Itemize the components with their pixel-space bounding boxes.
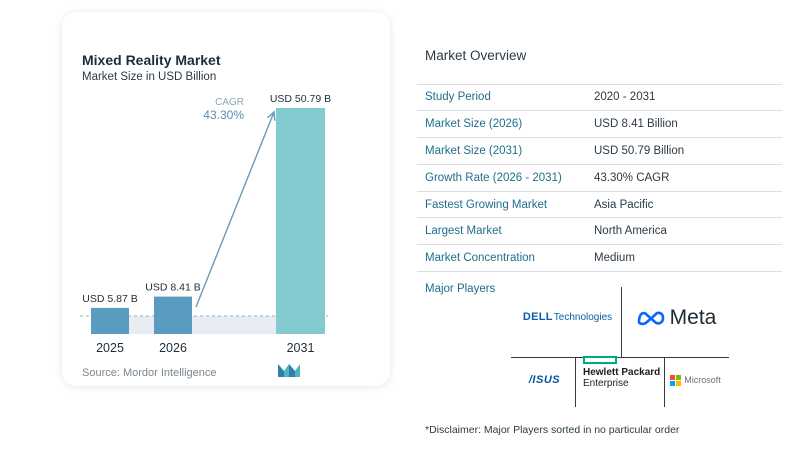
chart-title: Mixed Reality Market [82,52,221,68]
major-players-title: Major Players [425,283,496,295]
dell-brand: DELL [522,311,553,323]
meta-wordmark: Meta [669,306,717,329]
bar-2031 [276,108,325,334]
bar-2025 [91,307,129,334]
overview-row-fastest-growing: Fastest Growing Market Asia Pacific [417,192,782,219]
meta-logo: Meta [630,304,722,332]
microsoft-logo: Microsoft [668,373,723,387]
meta-infinity-icon [637,311,664,326]
chart-baseline-band [91,316,317,334]
overview-label: Fastest Growing Market [425,198,548,211]
cagr-arrow [195,112,274,308]
overview-label: Market Concentration [425,252,535,265]
overview-title: Market Overview [425,48,527,63]
overview-value: USD 8.41 Billion [594,117,678,130]
microsoft-wordmark: Microsoft [684,375,721,385]
hpe-logo: Hewlett Packard Enterprise [577,352,663,392]
x-tick-label-2031: 2031 [287,341,315,355]
microsoft-squares-icon [670,374,682,386]
overview-row-market-size-2026: Market Size (2026) USD 8.41 Billion [417,111,782,138]
bar-value-label-2025: USD 5.87 B [82,293,137,305]
player-grid-vline-right [664,357,665,407]
overview-label: Study Period [425,91,491,104]
hpe-line2: Enterprise [583,377,629,389]
player-grid-vline-left [575,357,576,407]
x-tick-label-2026: 2026 [159,341,187,355]
cagr-value: 43.30% [203,108,244,122]
source-text: Source: Mordor Intelligence [82,367,217,379]
overview-value: 2020 - 2031 [594,91,656,104]
overview-label: Market Size (2026) [425,117,523,130]
overview-value: Medium [594,252,635,265]
overview-label: Growth Rate (2026 - 2031) [425,171,562,184]
asus-logo: /ISUS [522,371,567,389]
player-grid-hline [511,357,729,358]
asus-wordmark: /ISUS [528,374,561,386]
dell-suffix: Technologies [553,311,613,323]
overview-value: 43.30% CAGR [594,171,670,184]
overview-label: Market Size (2031) [425,144,523,157]
cagr-label: CAGR [215,97,244,108]
bar-value-label-2031: USD 50.79 B [270,93,331,105]
bar-value-label-2026: USD 8.41 B [145,282,200,294]
overview-label: Largest Market [425,225,502,238]
hpe-green-bar-icon [583,355,617,364]
bar-2026 [154,296,192,334]
hpe-line1: Hewlett Packard [583,366,661,378]
chart-subtitle: Market Size in USD Billion [82,71,217,83]
overview-row-concentration: Market Concentration Medium [417,245,782,273]
mordor-intelligence-logo-icon [278,364,300,377]
overview-value: USD 50.79 Billion [594,144,685,157]
overview-row-market-size-2031: Market Size (2031) USD 50.79 Billion [417,138,782,165]
overview-row-growth-rate: Growth Rate (2026 - 2031) 43.30% CAGR [417,165,782,192]
overview-value: North America [594,225,667,238]
dell-technologies-logo: DELL Technologies [520,308,615,326]
overview-row-largest-market: Largest Market North America [417,218,782,246]
x-tick-label-2025: 2025 [96,341,124,355]
player-grid-vline-top [621,287,622,357]
overview-row-study-period: Study Period 2020 - 2031 [417,84,782,111]
overview-value: Asia Pacific [594,198,654,211]
disclaimer-text: *Disclaimer: Major Players sorted in no … [425,424,680,436]
overview-table: Study Period 2020 - 2031 Market Size (20… [417,84,782,273]
